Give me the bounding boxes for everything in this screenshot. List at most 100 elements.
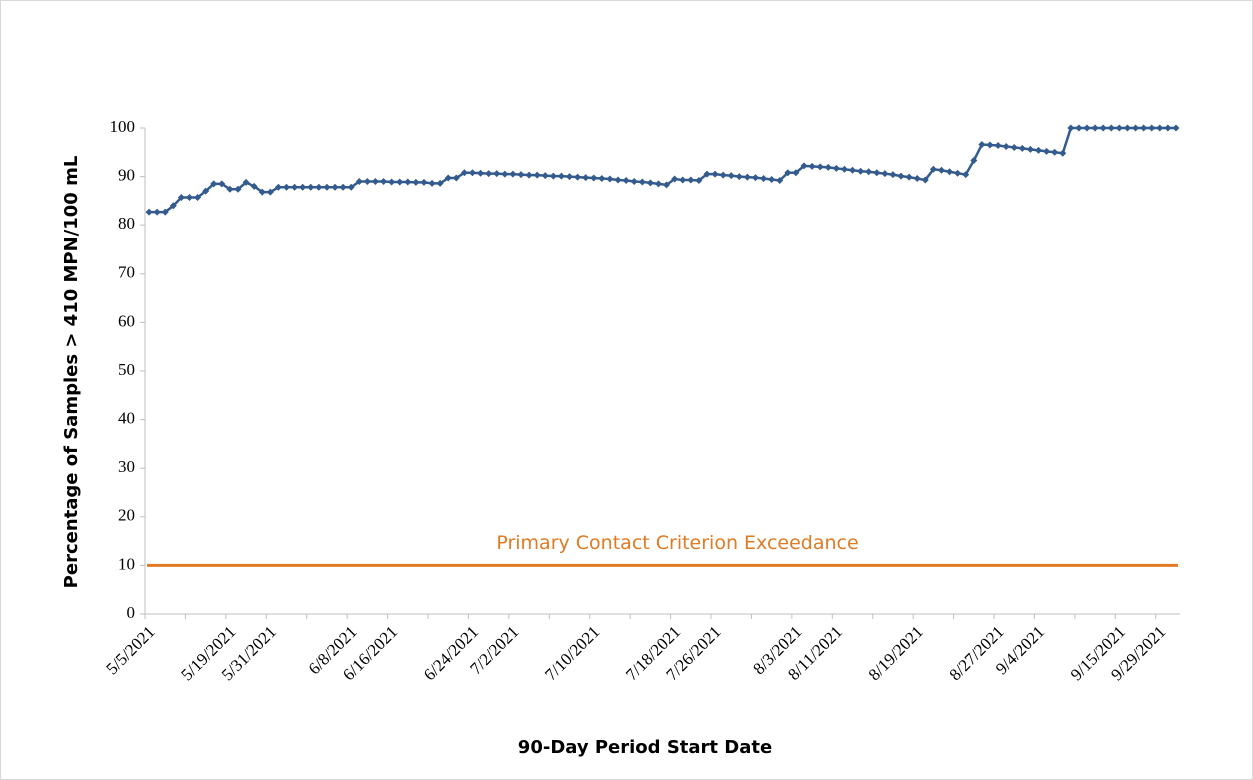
point-marker: [1123, 124, 1131, 132]
point-marker: [638, 178, 646, 186]
y-tick-label: 10: [118, 554, 135, 573]
point-marker: [913, 175, 921, 183]
y-tick-label: 50: [118, 360, 135, 379]
point-marker: [371, 177, 379, 185]
point-marker: [1026, 145, 1034, 153]
y-tick-label: 100: [110, 117, 136, 136]
point-marker: [226, 185, 234, 193]
point-marker: [299, 183, 307, 191]
point-marker: [986, 141, 994, 149]
point-marker: [145, 208, 153, 216]
point-marker: [743, 173, 751, 181]
point-marker: [590, 174, 598, 182]
point-marker: [857, 167, 865, 175]
point-marker: [1091, 124, 1099, 132]
point-marker: [323, 183, 331, 191]
point-marker: [549, 172, 557, 180]
point-marker: [954, 169, 962, 177]
point-marker: [153, 208, 161, 216]
point-marker: [307, 183, 315, 191]
point-marker: [501, 170, 509, 178]
point-marker: [485, 170, 493, 178]
point-marker: [970, 157, 978, 165]
point-marker: [460, 169, 468, 177]
point-marker: [654, 180, 662, 188]
y-tick-label: 20: [118, 506, 135, 525]
point-marker: [331, 183, 339, 191]
point-marker: [1067, 124, 1075, 132]
point-marker: [800, 162, 808, 170]
point-marker: [452, 174, 460, 182]
point-marker: [363, 177, 371, 185]
point-marker: [1156, 124, 1164, 132]
point-marker: [420, 178, 428, 186]
point-marker: [557, 172, 565, 180]
point-marker: [582, 174, 590, 182]
point-marker: [274, 183, 282, 191]
y-tick-label: 80: [118, 214, 135, 233]
point-marker: [436, 179, 444, 187]
y-tick-label: 30: [118, 457, 135, 476]
point-marker: [921, 176, 929, 184]
point-marker: [881, 170, 889, 178]
point-marker: [355, 177, 363, 185]
point-marker: [202, 187, 210, 195]
point-marker: [832, 164, 840, 172]
point-marker: [1140, 124, 1148, 132]
point-marker: [978, 141, 986, 149]
point-marker: [1002, 142, 1010, 150]
point-marker: [525, 171, 533, 179]
point-marker: [509, 170, 517, 178]
point-marker: [929, 165, 937, 173]
point-marker: [218, 180, 226, 188]
point-marker: [161, 208, 169, 216]
point-marker: [169, 202, 177, 210]
point-marker: [404, 178, 412, 186]
point-marker: [1132, 124, 1140, 132]
point-marker: [703, 170, 711, 178]
point-marker: [493, 170, 501, 178]
point-marker: [776, 176, 784, 184]
point-marker: [388, 178, 396, 186]
point-marker: [291, 183, 299, 191]
point-marker: [735, 173, 743, 181]
y-tick-label: 60: [118, 311, 135, 330]
point-marker: [784, 169, 792, 177]
point-marker: [315, 183, 323, 191]
point-marker: [816, 163, 824, 171]
point-marker: [671, 175, 679, 183]
point-marker: [477, 169, 485, 177]
point-marker: [533, 171, 541, 179]
point-marker: [946, 168, 954, 176]
point-marker: [347, 183, 355, 191]
point-marker: [1043, 147, 1051, 155]
point-marker: [1010, 143, 1018, 151]
point-marker: [1051, 148, 1059, 156]
point-marker: [574, 173, 582, 181]
y-tick-label: 90: [118, 166, 135, 185]
point-marker: [1059, 149, 1067, 157]
point-marker: [468, 169, 476, 177]
point-marker: [1172, 124, 1180, 132]
point-marker: [768, 176, 776, 184]
point-marker: [873, 169, 881, 177]
x-axis-label: 90-Day Period Start Date: [518, 737, 772, 758]
point-marker: [711, 170, 719, 178]
point-marker: [614, 176, 622, 184]
point-marker: [444, 174, 452, 182]
reference-label: Primary Contact Criterion Exceedance: [496, 532, 858, 554]
point-marker: [1083, 124, 1091, 132]
point-marker: [541, 172, 549, 180]
point-marker: [396, 178, 404, 186]
point-marker: [905, 173, 913, 181]
point-marker: [283, 183, 291, 191]
point-marker: [1034, 146, 1042, 154]
y-tick-label: 0: [127, 603, 136, 622]
point-marker: [792, 169, 800, 177]
point-marker: [695, 176, 703, 184]
point-marker: [849, 166, 857, 174]
point-marker: [194, 193, 202, 201]
point-marker: [185, 193, 193, 201]
